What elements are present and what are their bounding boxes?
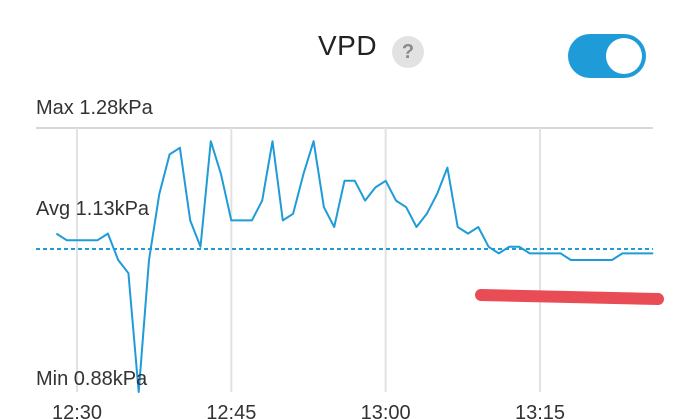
question-icon[interactable]: ? xyxy=(392,36,424,68)
x-tick-label: 12:45 xyxy=(206,402,256,419)
max-label: Max 1.28kPa xyxy=(36,97,154,119)
chart-grid xyxy=(36,127,653,392)
vpd-header: VPD ? xyxy=(0,0,690,90)
x-tick-label: 12:30 xyxy=(52,402,102,419)
avg-label: Avg 1.13kPa xyxy=(36,198,150,220)
x-tick-label: 13:00 xyxy=(361,402,411,419)
min-label: Min 0.88kPa xyxy=(36,368,148,390)
red-annotation-mark xyxy=(475,289,664,305)
page-title: VPD xyxy=(318,30,378,61)
toggle-knob[interactable] xyxy=(606,38,642,74)
x-tick-label: 13:15 xyxy=(515,402,565,419)
vpd-toggle-switch[interactable] xyxy=(568,34,646,78)
x-axis-ticks: 12:30 12:45 13:00 13:15 xyxy=(52,402,565,419)
vpd-series-line xyxy=(55,140,654,393)
